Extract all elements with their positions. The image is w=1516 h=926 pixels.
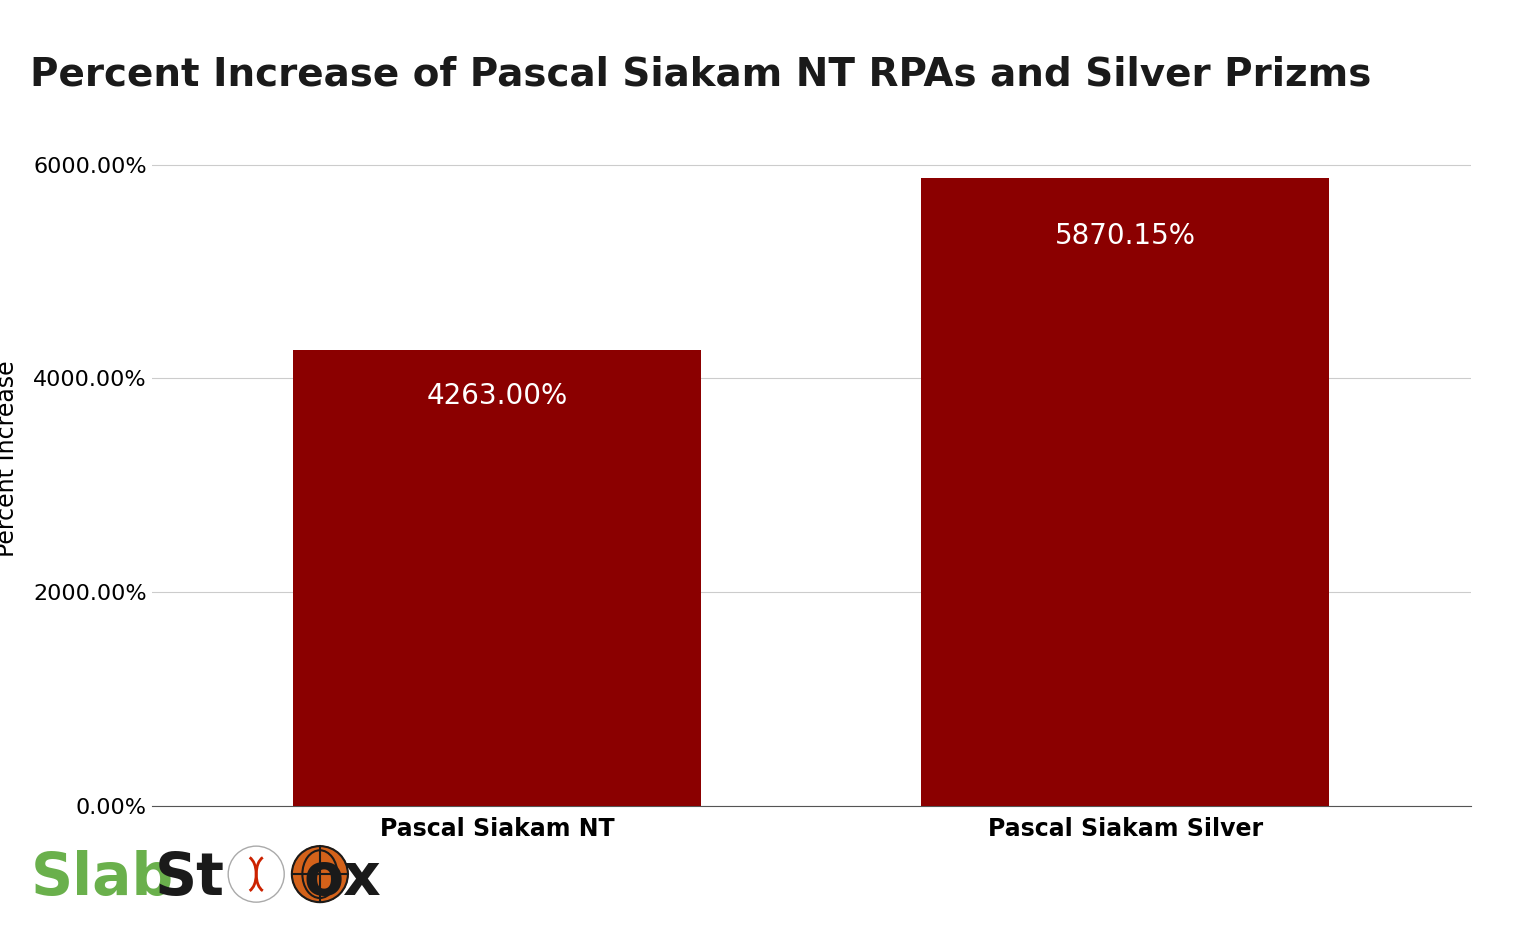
Bar (293, 350, 700, 806)
Text: ox: ox (303, 850, 381, 907)
Text: St: St (155, 850, 224, 907)
Text: Percent Increase of Pascal Siakam NT RPAs and Silver Prizms: Percent Increase of Pascal Siakam NT RPA… (30, 56, 1372, 94)
Y-axis label: Percent Increase: Percent Increase (0, 360, 20, 557)
Circle shape (293, 846, 347, 902)
Text: 5870.15%: 5870.15% (1055, 222, 1196, 250)
Text: 4263.00%: 4263.00% (426, 382, 567, 410)
Text: Slab: Slab (30, 850, 173, 907)
Circle shape (229, 846, 283, 902)
Bar (922, 179, 1330, 806)
